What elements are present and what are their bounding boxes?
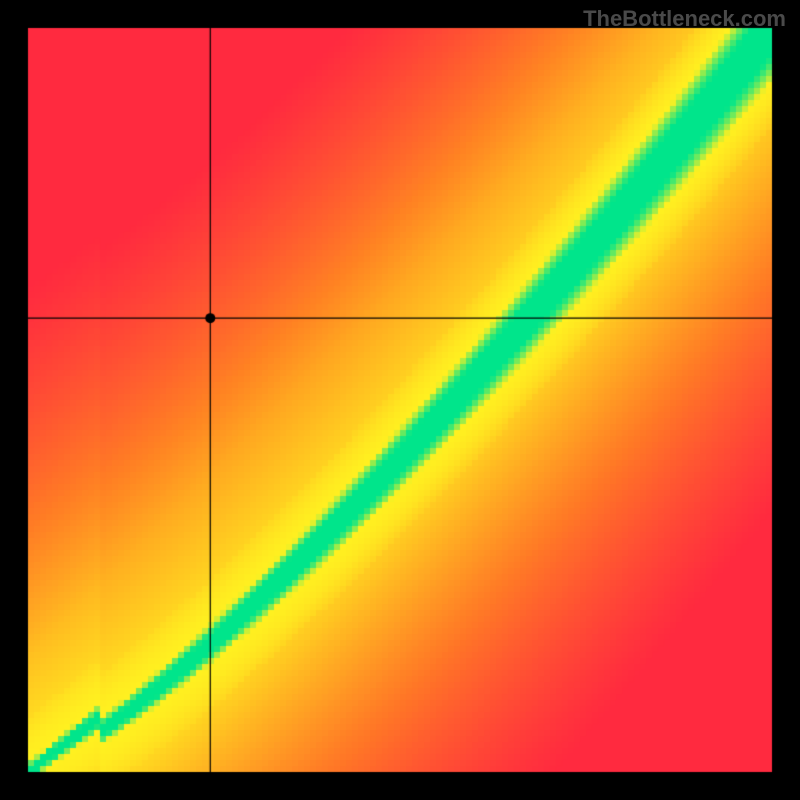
chart-container: TheBottleneck.com [0,0,800,800]
bottleneck-heatmap [0,0,800,800]
watermark-text: TheBottleneck.com [583,6,786,32]
